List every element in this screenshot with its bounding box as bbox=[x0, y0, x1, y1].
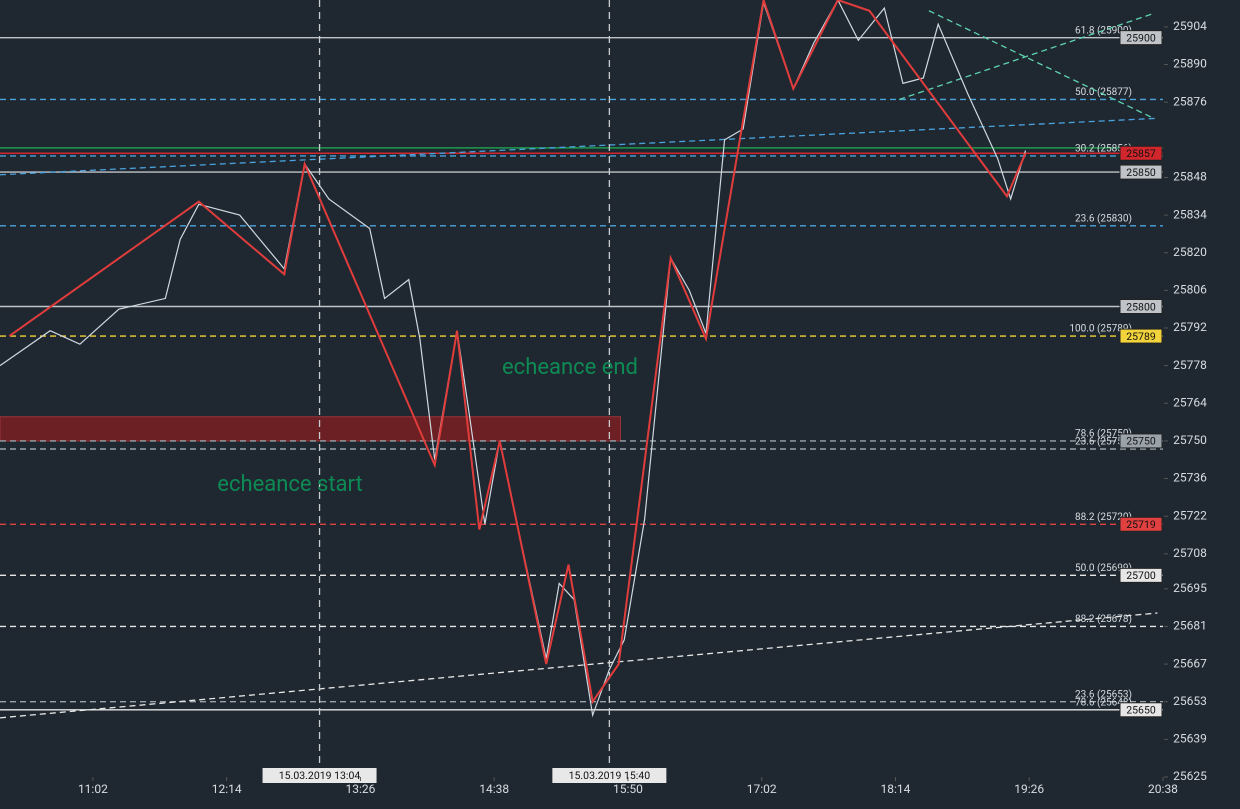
series-line bbox=[0, 0, 1027, 718]
price-box bbox=[1119, 145, 1163, 161]
y-tick-label: 25722 bbox=[1173, 508, 1207, 522]
x-tick-label: 19:26 bbox=[1014, 782, 1044, 796]
y-tick-label: 25708 bbox=[1173, 546, 1207, 560]
price-box-label: 25789 bbox=[1126, 330, 1156, 343]
price-box-label: 25900 bbox=[1126, 31, 1156, 44]
price-box bbox=[1119, 433, 1163, 449]
price-box-label: 25850 bbox=[1126, 166, 1156, 179]
fib-label: 50.0 (25877) bbox=[1075, 86, 1132, 98]
y-tick-label: 25750 bbox=[1173, 433, 1207, 447]
x-tick-label: 14:38 bbox=[479, 782, 509, 796]
fib-label: 78.6 (25648) bbox=[1075, 696, 1132, 708]
price-box-label: 25857 bbox=[1126, 147, 1156, 160]
y-tick-label: 25806 bbox=[1173, 283, 1207, 297]
x-tick-label: 17:02 bbox=[747, 782, 777, 796]
y-tick-label: 25681 bbox=[1173, 619, 1207, 633]
price-box bbox=[1119, 702, 1163, 718]
price-box-label: 25719 bbox=[1126, 518, 1156, 531]
zone bbox=[0, 416, 622, 442]
y-tick-label: 25834 bbox=[1173, 207, 1207, 221]
y-tick-label: 25695 bbox=[1173, 581, 1207, 595]
price-box bbox=[1119, 516, 1163, 532]
fib-label: 88.2 (25678) bbox=[1075, 613, 1132, 625]
x-tick-label: 18:14 bbox=[881, 782, 911, 796]
y-tick-label: 25904 bbox=[1173, 19, 1207, 33]
fib-label: 100.0 (25789) bbox=[1069, 323, 1132, 335]
time-marker-box bbox=[262, 768, 377, 783]
y-tick-label: 25890 bbox=[1173, 57, 1207, 71]
fib-label: 23.6 (25750) bbox=[1075, 436, 1132, 448]
y-tick-label: 25653 bbox=[1173, 694, 1207, 708]
time-marker-label: 15.03.2019 13:04 bbox=[279, 769, 361, 782]
price-box bbox=[1119, 30, 1163, 46]
y-tick-label: 25792 bbox=[1173, 320, 1207, 334]
y-tick-label: 25848 bbox=[1173, 170, 1207, 184]
x-tick-label: 15:50 bbox=[613, 782, 643, 796]
trendline bbox=[898, 12, 1154, 101]
annotation: echeance end bbox=[502, 355, 638, 380]
price-box bbox=[1119, 298, 1163, 314]
series-line bbox=[8, 0, 1027, 705]
annotation: echeance start bbox=[217, 472, 362, 497]
price-box-label: 25700 bbox=[1126, 569, 1156, 582]
y-tick-label: 25764 bbox=[1173, 395, 1207, 409]
price-box bbox=[1119, 567, 1163, 583]
y-tick-label: 25639 bbox=[1173, 732, 1207, 746]
price-box bbox=[1119, 164, 1163, 180]
y-tick-label: 25820 bbox=[1173, 245, 1207, 259]
fib-label: 23.6 (25830) bbox=[1075, 212, 1132, 224]
y-tick-label: 25736 bbox=[1173, 471, 1207, 485]
fib-label: 23.6 (25653) bbox=[1075, 688, 1132, 700]
y-tick-label: 25625 bbox=[1173, 769, 1207, 783]
price-box bbox=[1119, 328, 1163, 344]
time-marker-box bbox=[552, 768, 667, 783]
plot-area: 61.8 (25900)50.0 (25877)30.2 (25856)23.6… bbox=[0, 0, 1163, 783]
y-tick-label: 25667 bbox=[1173, 656, 1207, 670]
x-tick-label: 11:02 bbox=[78, 782, 108, 796]
x-tick-label: 12:14 bbox=[212, 782, 242, 796]
trendline bbox=[0, 117, 1158, 176]
price-box-label: 25750 bbox=[1126, 435, 1156, 448]
trendline bbox=[928, 10, 1154, 119]
fib-label: 78.6 (25750) bbox=[1075, 428, 1132, 440]
x-tick-label: 20:38 bbox=[1148, 782, 1178, 796]
time-marker-label: 15.03.2019 15:40 bbox=[569, 769, 651, 782]
fib-label: 30.2 (25856) bbox=[1075, 143, 1132, 155]
price-box-label: 25650 bbox=[1126, 704, 1156, 717]
trendline bbox=[0, 612, 1158, 719]
fib-label: 88.2 (25720) bbox=[1075, 511, 1132, 523]
price-box-label: 25800 bbox=[1126, 300, 1156, 313]
y-tick-label: 25876 bbox=[1173, 94, 1207, 108]
y-tick-label: 25778 bbox=[1173, 358, 1207, 372]
x-tick-label: 13:26 bbox=[345, 782, 375, 796]
fib-label: 50.0 (25699) bbox=[1075, 562, 1132, 574]
